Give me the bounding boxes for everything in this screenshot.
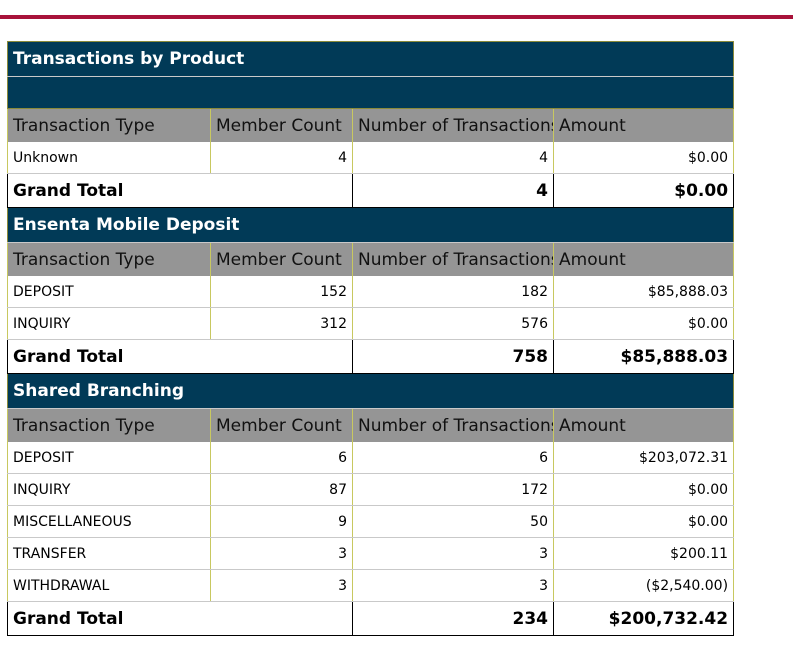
member-count: 152 [210,276,353,308]
amount: $0.00 [552,142,735,174]
transaction-type: MISCELLANEOUS [7,505,211,538]
amount: $203,072.31 [552,442,735,474]
member-count: 9 [210,505,353,538]
grand-total-amount: $0.00 [552,173,735,208]
member-count: 312 [210,307,353,340]
transaction-type: TRANSFER [7,537,211,570]
column-header: Transaction Type [7,242,211,276]
transaction-type: INQUIRY [7,307,211,340]
member-count: 87 [210,473,353,506]
grand-total-transactions: 758 [352,339,554,374]
column-header: Number of Transactions [352,242,554,276]
table-row: WITHDRAWAL 3 3 ($2,540.00) [7,569,735,602]
grand-total-label: Grand Total [7,339,353,374]
transaction-type: INQUIRY [7,473,211,506]
column-header-row: Transaction Type Member Count Number of … [7,242,735,276]
table-row: INQUIRY 312 576 $0.00 [7,307,735,340]
transaction-count: 4 [352,142,554,174]
transactions-table: Transactions by Product Transaction Type… [6,41,735,636]
table-row: DEPOSIT 6 6 $203,072.31 [7,442,735,474]
member-count: 6 [210,442,353,474]
column-header: Transaction Type [7,408,211,442]
table-row: Unknown 4 4 $0.00 [7,142,735,174]
member-count: 3 [210,569,353,602]
grand-total-amount: $200,732.42 [552,601,735,636]
column-header: Amount [552,408,735,442]
grand-total-amount: $85,888.03 [552,339,735,374]
column-header-row: Transaction Type Member Count Number of … [7,408,735,442]
grand-total-label: Grand Total [7,173,353,208]
column-header: Amount [552,108,735,142]
transaction-count: 6 [352,442,554,474]
section-spacer-row [6,76,735,109]
column-header-row: Transaction Type Member Count Number of … [7,108,735,142]
transaction-count: 172 [352,473,554,506]
top-accent-bar [0,15,793,19]
column-header: Member Count [210,108,353,142]
table-row: TRANSFER 3 3 $200.11 [7,537,735,570]
table-row: MISCELLANEOUS 9 50 $0.00 [7,505,735,538]
amount: ($2,540.00) [552,569,735,602]
member-count: 4 [210,142,353,174]
grand-total-row: Grand Total 234 $200,732.42 [7,601,735,636]
amount: $85,888.03 [552,276,735,308]
column-header: Number of Transactions [352,108,554,142]
section-title-row: Shared Branching [6,373,735,409]
column-header: Number of Transactions [352,408,554,442]
report-container: Transactions by Product Transaction Type… [6,41,735,636]
grand-total-label: Grand Total [7,601,353,636]
member-count: 3 [210,537,353,570]
amount: $200.11 [552,537,735,570]
column-header: Amount [552,242,735,276]
amount: $0.00 [552,307,735,340]
grand-total-transactions: 4 [352,173,554,208]
amount: $0.00 [552,505,735,538]
transaction-count: 576 [352,307,554,340]
transaction-count: 50 [352,505,554,538]
column-header: Transaction Type [7,108,211,142]
table-row: INQUIRY 87 172 $0.00 [7,473,735,506]
section-title-row: Ensenta Mobile Deposit [6,207,735,243]
transaction-count: 3 [352,537,554,570]
transaction-count: 3 [352,569,554,602]
section-title-row: Transactions by Product [6,41,735,77]
transaction-type: DEPOSIT [7,442,211,474]
transaction-type: Unknown [7,142,211,174]
column-header: Member Count [210,242,353,276]
transaction-count: 182 [352,276,554,308]
grand-total-transactions: 234 [352,601,554,636]
section-title: Ensenta Mobile Deposit [6,207,735,243]
amount: $0.00 [552,473,735,506]
transaction-type: WITHDRAWAL [7,569,211,602]
section-title: Shared Branching [6,373,735,409]
section-title: Transactions by Product [6,41,735,77]
grand-total-row: Grand Total 758 $85,888.03 [7,339,735,374]
transaction-type: DEPOSIT [7,276,211,308]
table-row: DEPOSIT 152 182 $85,888.03 [7,276,735,308]
grand-total-row: Grand Total 4 $0.00 [7,173,735,208]
column-header: Member Count [210,408,353,442]
